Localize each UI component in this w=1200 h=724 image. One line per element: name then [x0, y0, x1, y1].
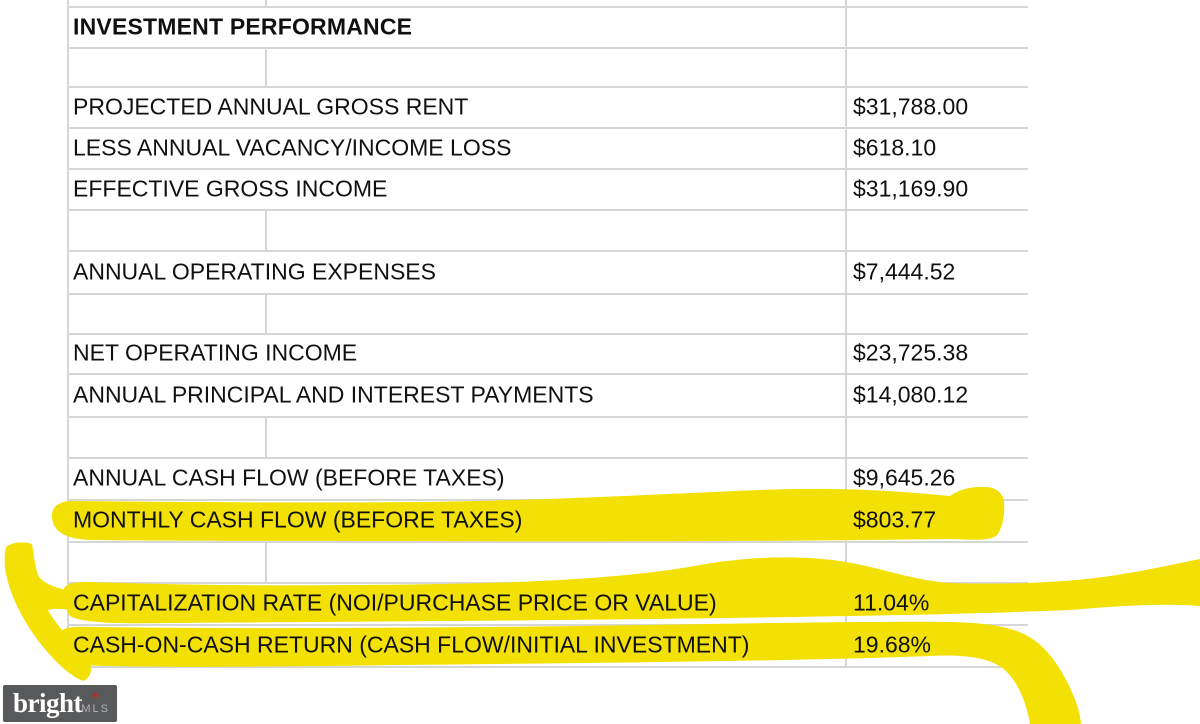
row-label: ANNUAL OPERATING EXPENSES: [73, 258, 436, 284]
gridline-horizontal: [67, 333, 1028, 335]
gridline-horizontal: [67, 666, 1028, 668]
table-row: CAPITALIZATION RATE (NOI/PURCHASE PRICE …: [67, 582, 1028, 624]
table-row: [67, 209, 1028, 250]
brightmls-watermark: bright MLS: [3, 685, 117, 722]
row-value: $31,169.90: [853, 175, 969, 201]
table-row: ANNUAL PRINCIPAL AND INTEREST PAYMENTS $1…: [67, 373, 1028, 416]
gridline-vertical: [845, 0, 847, 666]
gridline-horizontal: [67, 457, 1028, 459]
row-value: $23,725.38: [853, 339, 969, 366]
row-value: $618.10: [853, 134, 937, 160]
row-label: ANNUAL CASH FLOW (BEFORE TAXES): [73, 464, 505, 491]
gridline-vertical-column-a: [265, 0, 267, 6]
row-value: $31,788.00: [853, 93, 969, 119]
row-value: $14,080.12: [853, 381, 969, 407]
table-row: ANNUAL CASH FLOW (BEFORE TAXES) $9,645.26: [67, 457, 1028, 499]
table-title-row: INVESTMENT PERFORMANCE: [67, 6, 1028, 47]
gridline-horizontal: [67, 6, 1028, 8]
row-value: 19.68%: [853, 631, 932, 658]
table-row: ANNUAL OPERATING EXPENSES $7,444.52: [67, 250, 1028, 293]
table-row: [67, 541, 1028, 582]
brightmls-logo-dot-icon: [91, 691, 100, 700]
gridline-horizontal: [67, 168, 1028, 170]
gridline-horizontal: [67, 127, 1028, 129]
table-row: CASH-ON-CASH RETURN (CASH FLOW/INITIAL I…: [67, 624, 1028, 666]
gridline-horizontal: [67, 47, 1028, 49]
gridline-horizontal: [67, 209, 1028, 211]
brightmls-logo-text: bright: [13, 688, 83, 718]
row-label: CAPITALIZATION RATE (NOI/PURCHASE PRICE …: [73, 589, 717, 616]
row-value: $7,444.52: [853, 258, 956, 284]
gridline-horizontal: [67, 86, 1028, 88]
gridline-horizontal: [67, 416, 1028, 418]
table-row: PROJECTED ANNUAL GROSS RENT $31,788.00: [67, 86, 1028, 127]
row-label: MONTHLY CASH FLOW (BEFORE TAXES): [73, 506, 523, 533]
gridline-vertical: [67, 0, 69, 666]
row-value: $9,645.26: [853, 464, 956, 491]
gridline-vertical-column-a: [265, 47, 267, 86]
gridline-vertical-column-a: [265, 293, 267, 333]
table-row: MONTHLY CASH FLOW (BEFORE TAXES) $803.77: [67, 499, 1028, 541]
row-label: PROJECTED ANNUAL GROSS RENT: [73, 93, 469, 119]
gridline-vertical-column-a: [265, 416, 267, 457]
gridline-horizontal: [67, 373, 1028, 375]
brightmls-mls-label: MLS: [81, 703, 110, 715]
table-row: EFFECTIVE GROSS INCOME $31,169.90: [67, 168, 1028, 209]
row-value: $803.77: [853, 506, 937, 533]
gridline-horizontal: [67, 250, 1028, 252]
row-label: LESS ANNUAL VACANCY/INCOME LOSS: [73, 134, 512, 160]
row-value: 11.04%: [853, 589, 930, 616]
gridline-vertical-column-a: [265, 209, 267, 250]
gridline-horizontal: [67, 293, 1028, 295]
table-row: LESS ANNUAL VACANCY/INCOME LOSS $618.10: [67, 127, 1028, 168]
page-title: INVESTMENT PERFORMANCE: [73, 13, 413, 39]
row-label: EFFECTIVE GROSS INCOME: [73, 175, 388, 201]
row-label: NET OPERATING INCOME: [73, 339, 358, 366]
table-row: [67, 416, 1028, 457]
gridline-horizontal: [67, 541, 1028, 543]
table-row: NET OPERATING INCOME $23,725.38: [67, 333, 1028, 373]
table-row: [67, 47, 1028, 86]
row-label: CASH-ON-CASH RETURN (CASH FLOW/INITIAL I…: [73, 631, 750, 658]
row-label: ANNUAL PRINCIPAL AND INTEREST PAYMENTS: [73, 381, 594, 407]
table-row: [67, 293, 1028, 333]
